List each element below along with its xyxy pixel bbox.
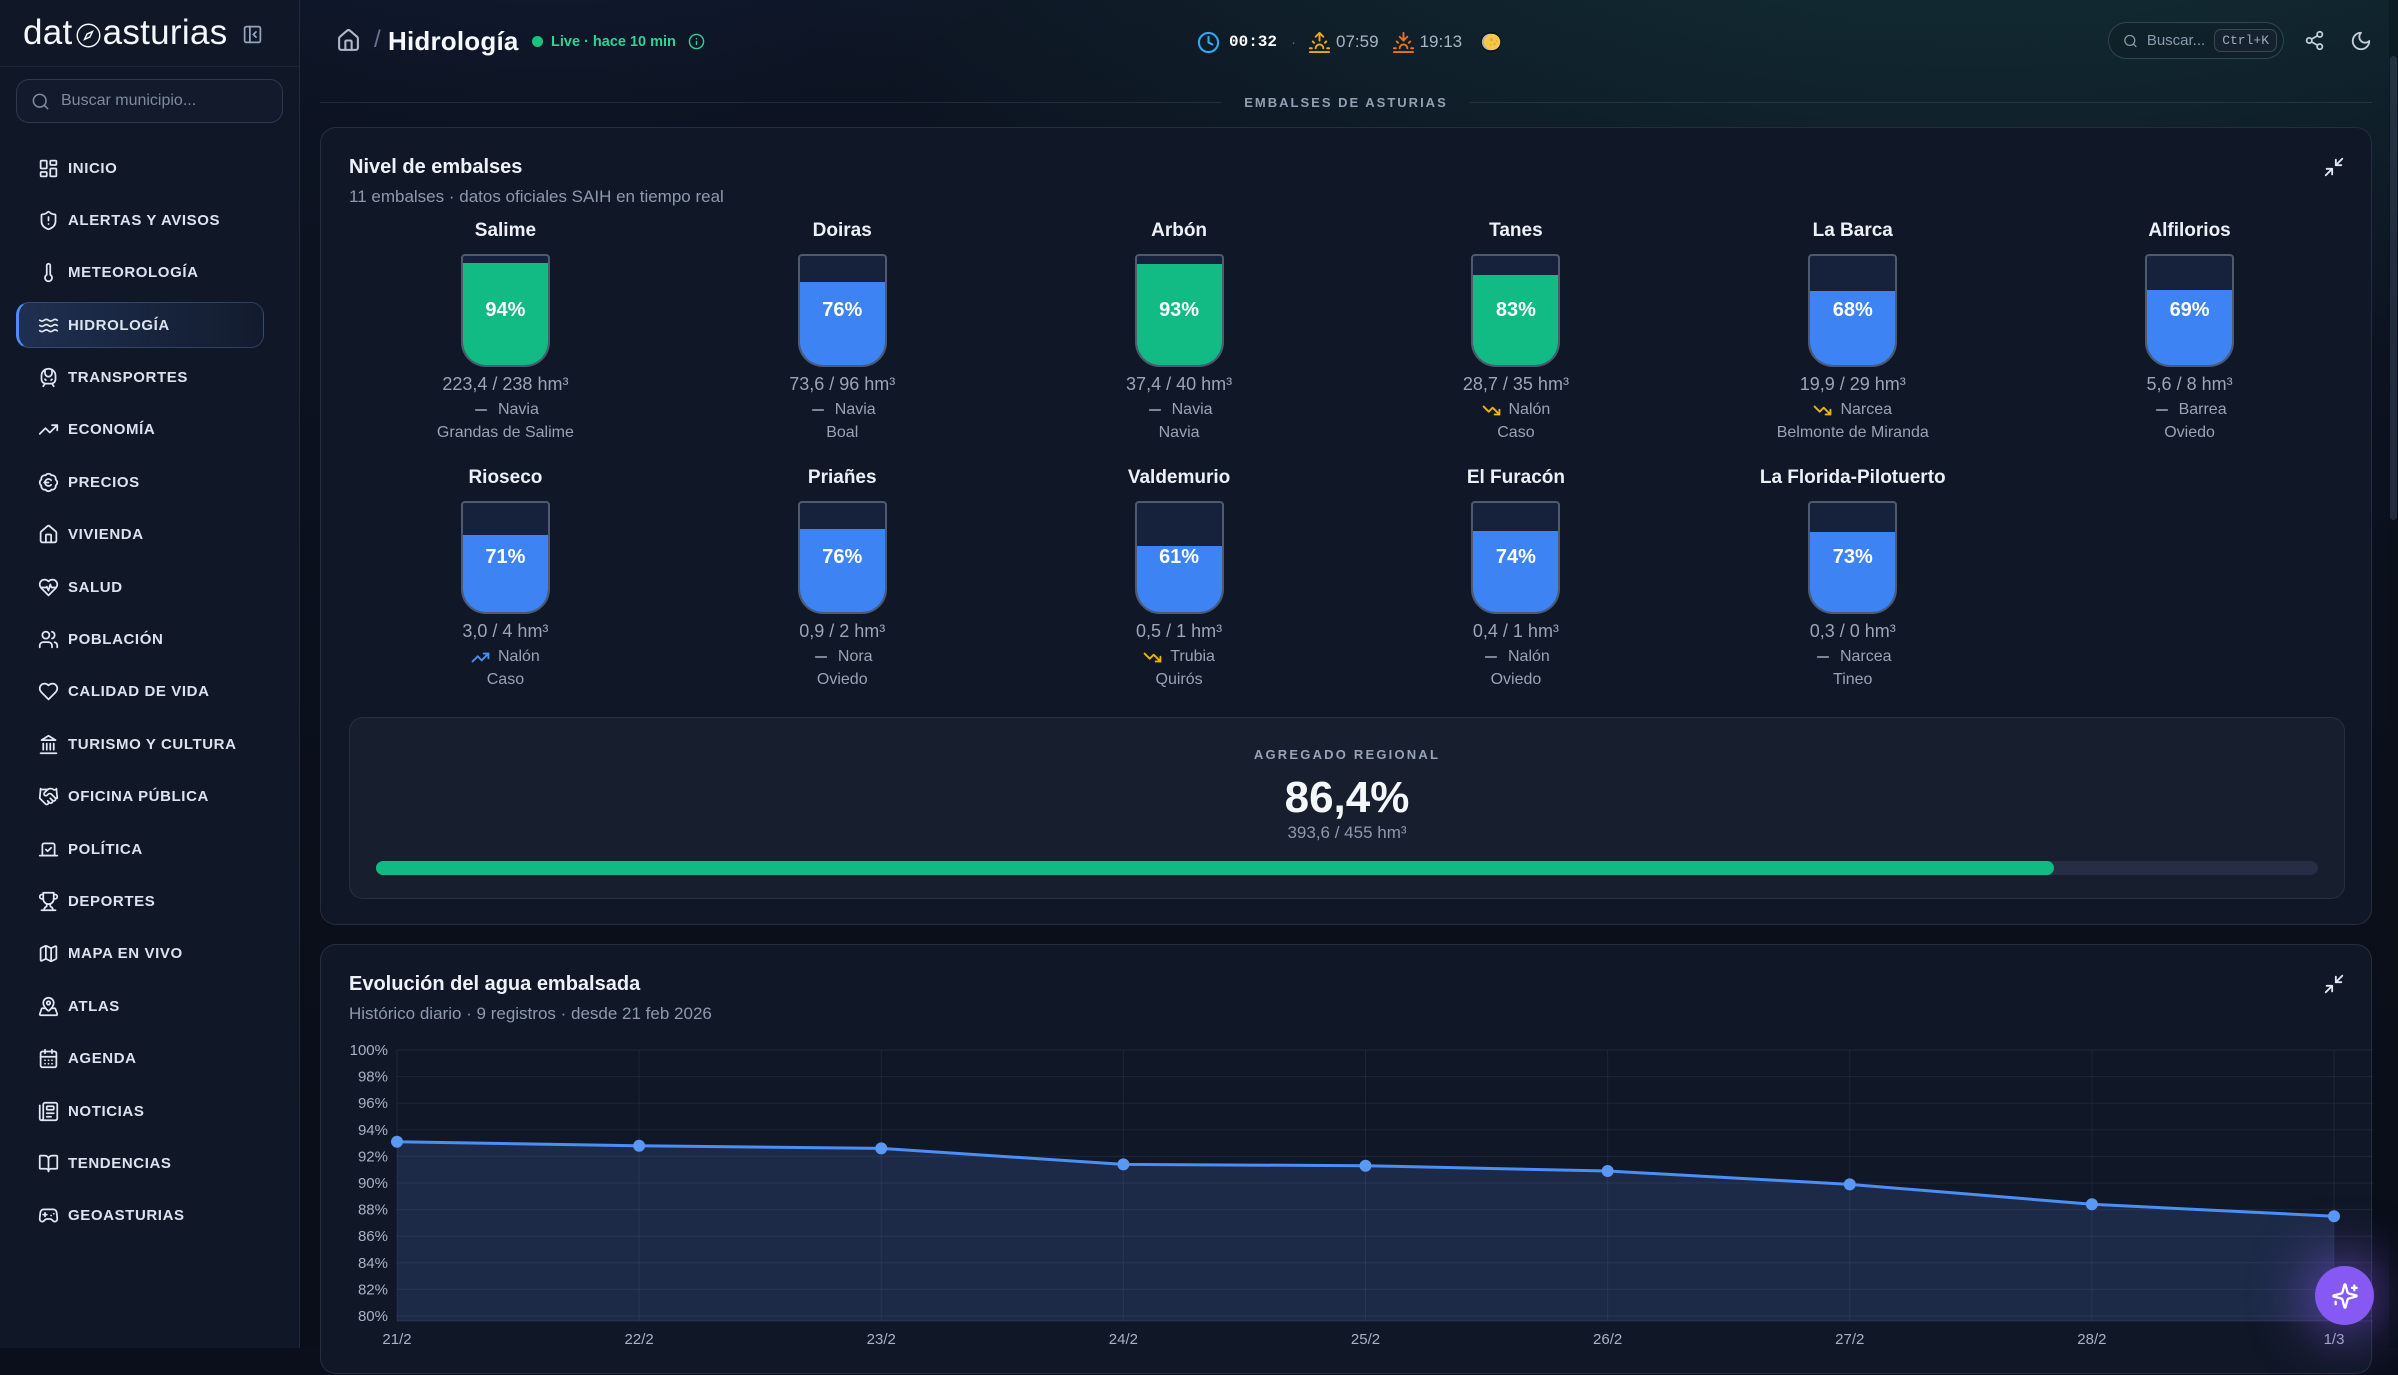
svg-text:23/2: 23/2 [867,1331,896,1348]
svg-text:25/2: 25/2 [1351,1331,1380,1348]
svg-text:86%: 86% [358,1228,388,1245]
svg-text:26/2: 26/2 [1593,1331,1622,1348]
svg-text:82%: 82% [358,1281,388,1298]
svg-text:27/2: 27/2 [1835,1331,1864,1348]
svg-text:22/2: 22/2 [625,1331,654,1348]
svg-text:98%: 98% [358,1069,388,1086]
svg-text:88%: 88% [358,1202,388,1219]
svg-text:100%: 100% [350,1042,388,1059]
svg-text:90%: 90% [358,1175,388,1192]
svg-text:1/3: 1/3 [2324,1331,2345,1348]
svg-text:94%: 94% [358,1122,388,1139]
svg-text:84%: 84% [358,1255,388,1272]
svg-text:92%: 92% [358,1148,388,1165]
svg-text:28/2: 28/2 [2077,1331,2106,1348]
svg-text:96%: 96% [358,1095,388,1112]
svg-text:24/2: 24/2 [1109,1331,1138,1348]
svg-text:80%: 80% [358,1308,388,1325]
svg-text:21/2: 21/2 [382,1331,411,1348]
